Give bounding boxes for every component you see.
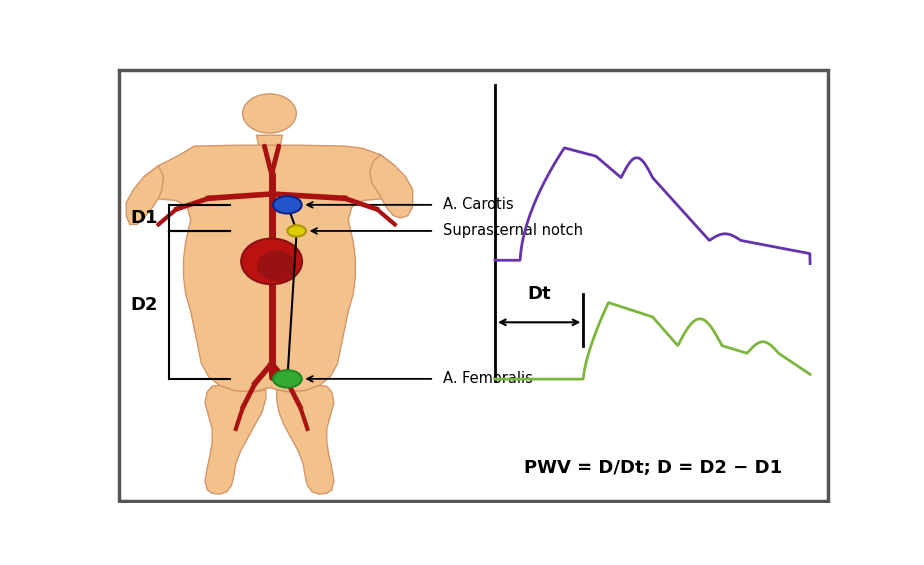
Ellipse shape bbox=[243, 94, 297, 133]
Circle shape bbox=[287, 225, 306, 237]
Text: PWV = D/Dt; D = D2 − D1: PWV = D/Dt; D = D2 − D1 bbox=[524, 459, 782, 477]
Text: D1: D1 bbox=[130, 209, 158, 227]
Polygon shape bbox=[370, 155, 413, 218]
Circle shape bbox=[274, 196, 301, 214]
Ellipse shape bbox=[257, 250, 297, 281]
Polygon shape bbox=[127, 166, 164, 224]
Ellipse shape bbox=[241, 238, 302, 284]
Text: A. Carotis: A. Carotis bbox=[443, 197, 514, 212]
FancyBboxPatch shape bbox=[119, 70, 828, 501]
Circle shape bbox=[274, 370, 301, 388]
Text: Dt: Dt bbox=[528, 285, 551, 303]
Polygon shape bbox=[276, 385, 334, 494]
Text: Suprasternal notch: Suprasternal notch bbox=[443, 223, 583, 238]
Text: D2: D2 bbox=[130, 296, 158, 314]
Text: A. Femoralis: A. Femoralis bbox=[443, 371, 532, 386]
Polygon shape bbox=[205, 385, 266, 494]
Polygon shape bbox=[257, 135, 283, 146]
Polygon shape bbox=[140, 145, 402, 392]
